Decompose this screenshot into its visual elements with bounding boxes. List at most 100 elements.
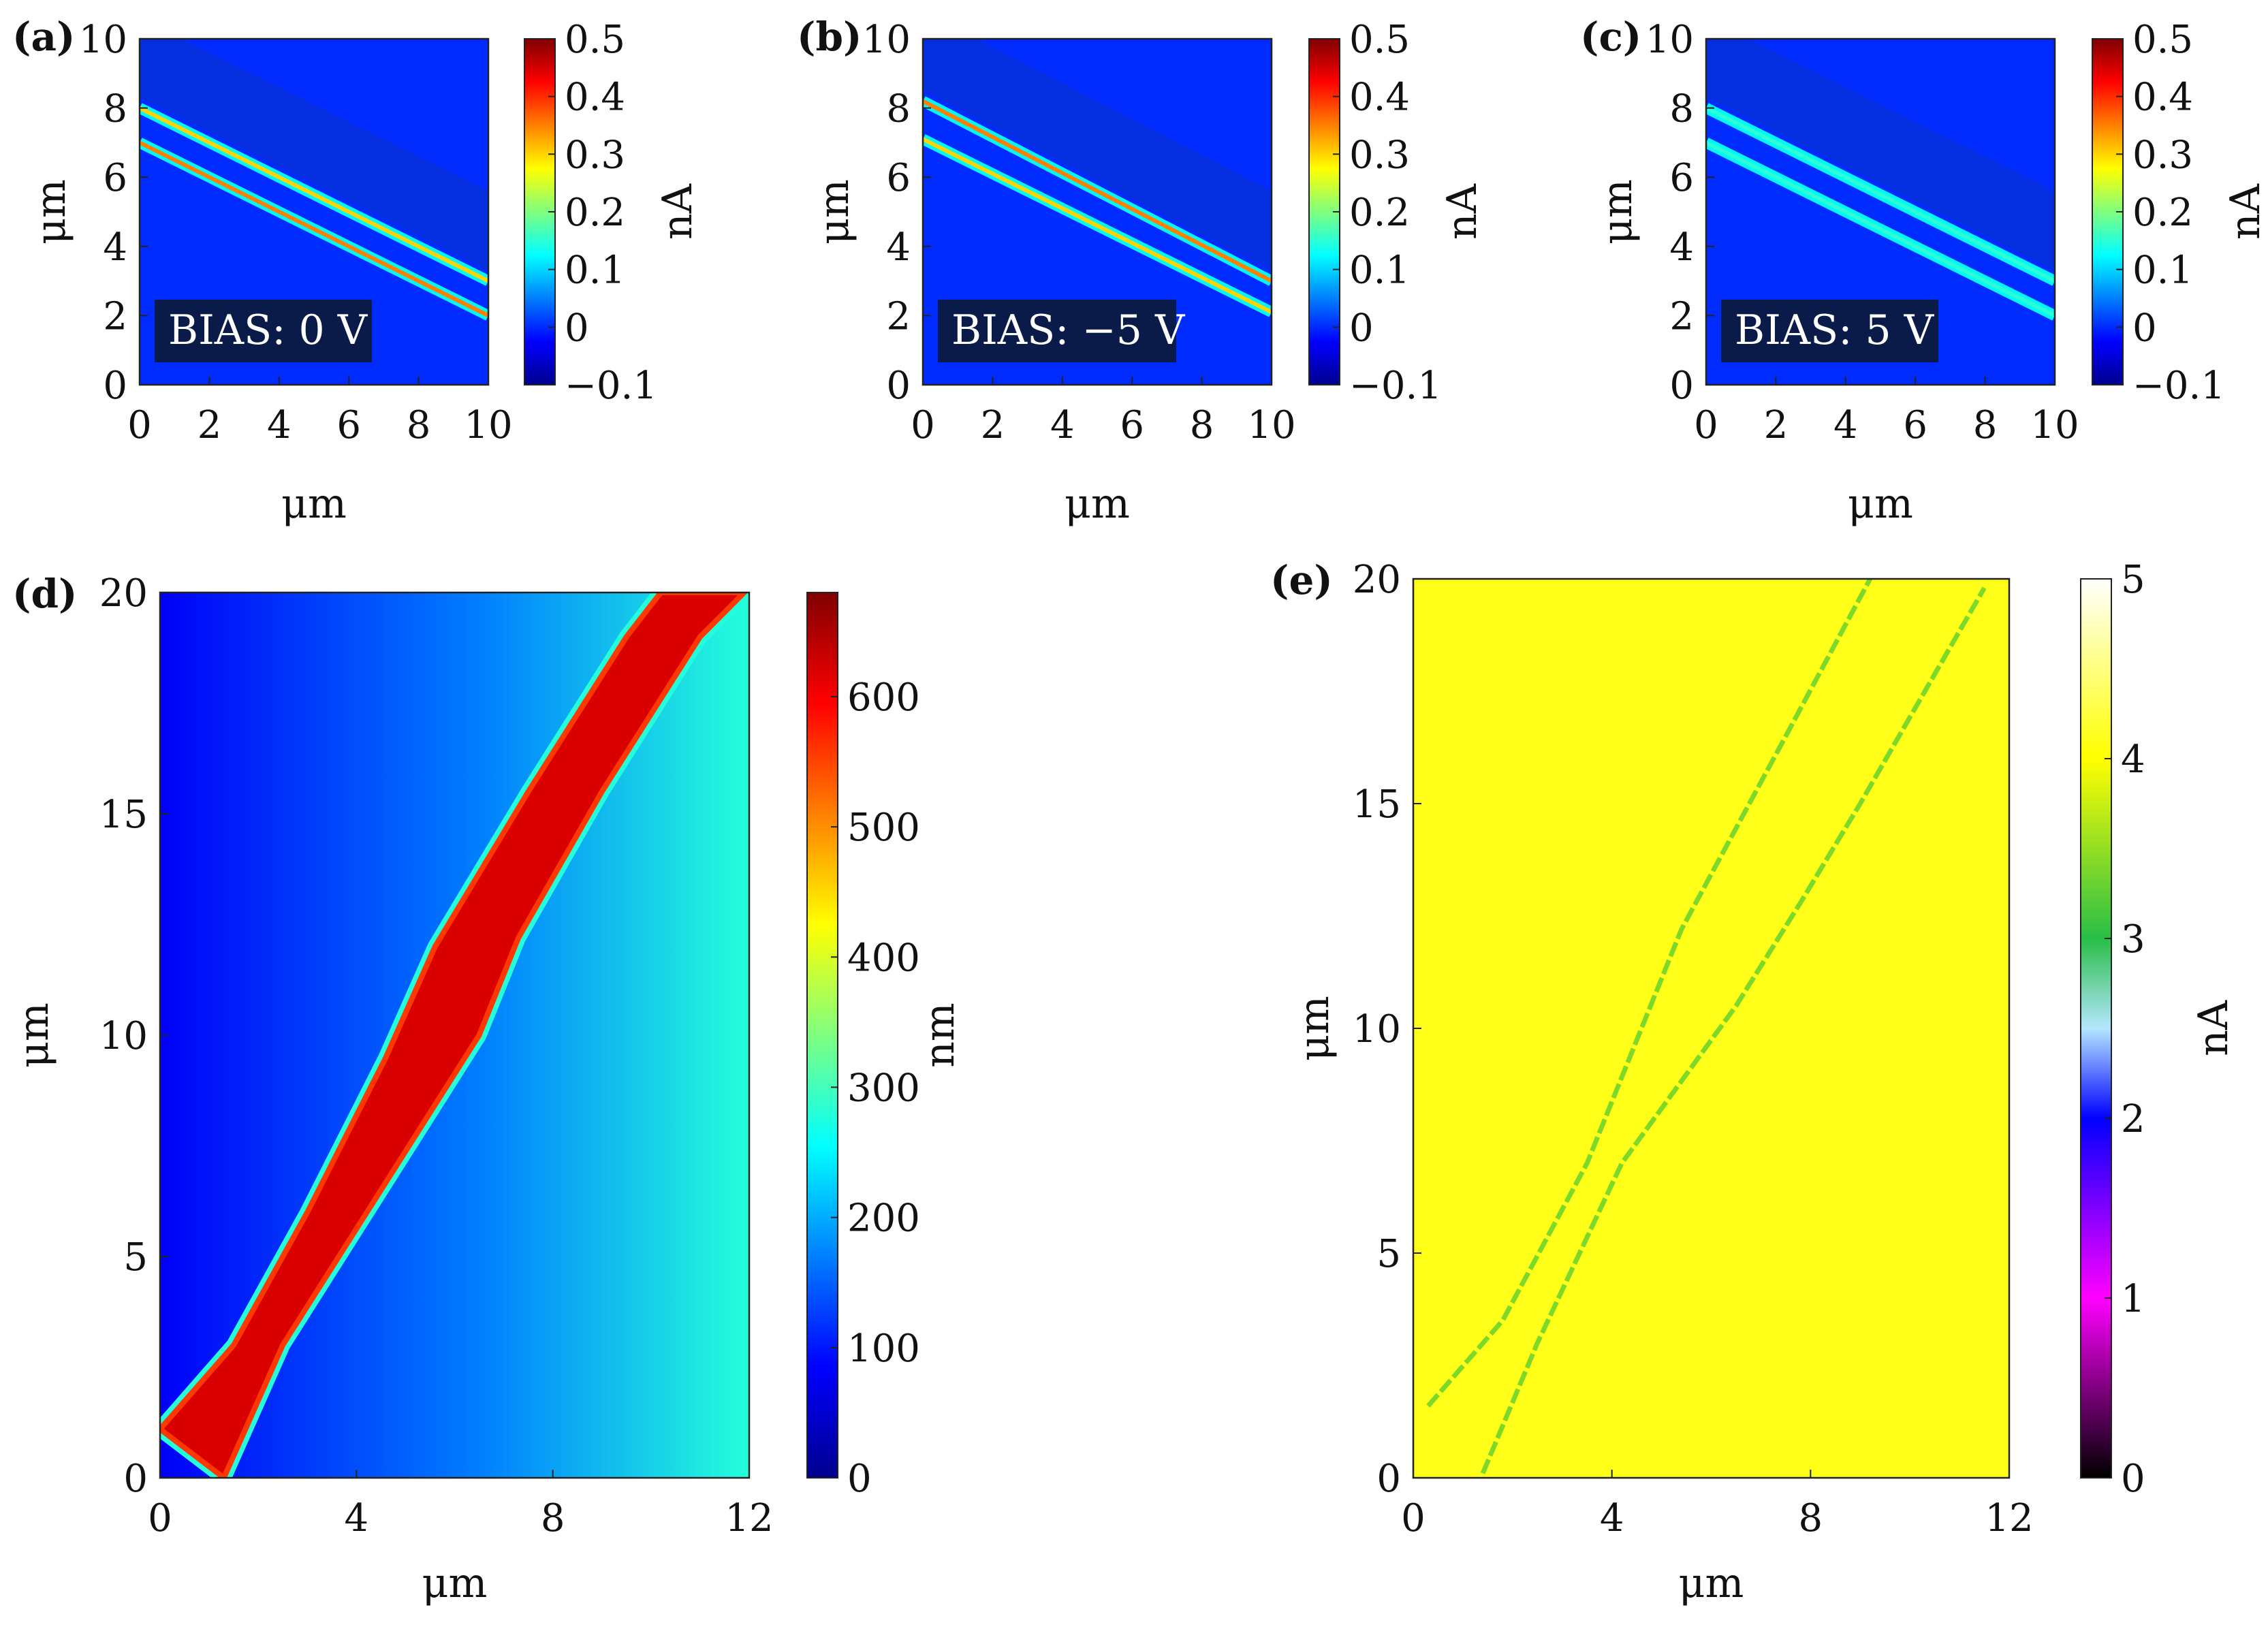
- y-tick-label: 2: [886, 294, 911, 338]
- y-tick-label: 6: [1669, 156, 1694, 200]
- colorbar-label: nA: [654, 183, 702, 240]
- panel-label: (b): [797, 14, 862, 60]
- y-tick-label: 5: [123, 1235, 148, 1280]
- panel-label: (e): [1270, 557, 1333, 603]
- panel-a: BIAS: 0 V0 2 4 6 8 100246810μmμm(a)−0.100.10.…: [12, 14, 702, 528]
- stripe-2: [140, 140, 488, 318]
- colorbar-tick-label: 200: [847, 1197, 920, 1241]
- substrate-region: [923, 39, 1272, 271]
- colorbar-tick-label: 0: [565, 306, 589, 350]
- colorbar: −0.1 0 0.1 0.2 0.3 0.4 0.5 nA: [524, 18, 702, 408]
- colorbar-tick-label: 0.5: [2132, 18, 2193, 62]
- plot-area: [1413, 579, 2009, 1478]
- colorbar-tick-label: −0.1: [565, 364, 657, 408]
- y-tick-label: 6: [103, 156, 127, 200]
- y-tick-label: 20: [99, 571, 148, 616]
- bias-label-box: [1721, 300, 1938, 362]
- heatmap-background: [1413, 579, 2009, 1478]
- bias-annotation: BIAS: 5 V: [1721, 300, 1938, 362]
- y-tick-label: 20: [1353, 558, 1401, 602]
- colorbar-tick-label: 0.5: [565, 18, 625, 62]
- y-tick-label: 0: [886, 364, 911, 408]
- colorbar-tick-label: 0.2: [1349, 191, 1410, 235]
- y-axis-label: μm: [27, 179, 75, 244]
- x-tick-label: 12: [725, 1496, 773, 1540]
- axes-frame: [1705, 37, 2056, 386]
- colorbar-tick-label: 100: [847, 1327, 920, 1371]
- colorbar-tick-label: 1: [2121, 1277, 2145, 1321]
- bias-annotation: BIAS: −5 V: [938, 300, 1186, 362]
- x-tick-label: 4: [1600, 1496, 1624, 1540]
- y-tick-label: 10: [862, 18, 911, 62]
- colorbar-tick-label: 0.4: [565, 76, 625, 120]
- stripe-2: [1706, 140, 2055, 318]
- panel-label: (c): [1580, 14, 1641, 60]
- x-axis-label: μm: [1065, 480, 1130, 528]
- panel-label: (d): [12, 571, 77, 617]
- x-axis-label: μm: [1679, 1560, 1744, 1607]
- x-tick-label: 8: [1799, 1496, 1823, 1540]
- bias-annotation: BIAS: 0 V: [155, 300, 372, 362]
- x-tick-label: 10: [2030, 403, 2079, 447]
- colorbar-tick-label: 0.3: [2132, 133, 2193, 177]
- x-tick-label: 0: [1401, 1496, 1426, 1540]
- x-tick-label: 6: [1903, 403, 1927, 447]
- colorbar-tick-label: 300: [847, 1066, 920, 1110]
- y-axis-label: μm: [1291, 996, 1338, 1061]
- y-axis-label: μm: [810, 179, 858, 244]
- bias-label-box: [938, 300, 1176, 362]
- colorbar-label: nA: [2190, 1000, 2237, 1056]
- conductive-edge-2: [1480, 586, 1987, 1474]
- y-tick-label: 4: [886, 225, 911, 270]
- x-tick-label: 4: [1050, 403, 1075, 447]
- panel-d: 0 4 8 12 0 5 10 15 20 μm μm (d) 0 100 200 300 400 500 600 n…: [10, 571, 964, 1607]
- x-axis-label: μm: [422, 1560, 488, 1607]
- y-tick-label: 15: [1353, 783, 1401, 827]
- x-tick-label: 4: [267, 403, 292, 447]
- bias-label: BIAS: 0 V: [168, 306, 368, 354]
- y-tick-label: 15: [99, 793, 148, 837]
- colorbar-tick-label: 4: [2121, 738, 2145, 782]
- y-tick-label: 8: [103, 87, 127, 131]
- colorbar-tick-label: 3: [2121, 917, 2145, 962]
- colorbar-tick-label: 0.4: [1349, 76, 1410, 120]
- colorbar-tick-label: 0.1: [2132, 249, 2193, 293]
- conductive-edge-1: [1426, 579, 1872, 1408]
- plot-area: [160, 592, 749, 1478]
- colorbar: −0.1 0 0.1 0.2 0.3 0.4 0.5 nA: [2092, 18, 2268, 408]
- colorbar-tick-label: 5: [2121, 558, 2145, 602]
- colorbar-gradient: [2080, 578, 2112, 1479]
- x-tick-label: 0: [148, 1496, 172, 1540]
- y-tick-label: 2: [103, 294, 127, 338]
- y-tick-label: 0: [1376, 1457, 1401, 1501]
- colorbar: 0 100 200 300 400 500 600 nm: [806, 592, 964, 1501]
- x-tick-label: 0: [911, 403, 935, 447]
- y-tick-label: 10: [1353, 1007, 1401, 1052]
- colorbar-tick-label: 600: [847, 676, 920, 720]
- bias-label: BIAS: 5 V: [1735, 306, 1935, 354]
- colorbar-gradient: [806, 592, 838, 1479]
- colorbar-tick-label: 400: [847, 936, 920, 980]
- x-tick-label: 12: [1985, 1496, 2033, 1540]
- colorbar-tick-label: 0: [1349, 306, 1374, 350]
- y-tick-label: 0: [103, 364, 127, 408]
- x-tick-label: 0: [1694, 403, 1718, 447]
- panel-label: (a): [12, 14, 75, 60]
- colorbar-tick-label: 0.3: [1349, 133, 1410, 177]
- stripe-1: [1706, 106, 2055, 283]
- colorbar-tick-label: 500: [847, 806, 920, 850]
- x-tick-label: 10: [1247, 403, 1295, 447]
- x-tick-label: 8: [1190, 403, 1214, 447]
- stripe-1: [140, 106, 488, 283]
- x-tick-label: 4: [345, 1496, 369, 1540]
- x-tick-label: 10: [464, 403, 512, 447]
- y-tick-label: 10: [1645, 18, 1694, 62]
- colorbar-tick-label: 0.5: [1349, 18, 1410, 62]
- colorbar-tick-label: 2: [2121, 1097, 2145, 1141]
- colorbar-label: nm: [916, 1002, 964, 1068]
- x-tick-label: 4: [1833, 403, 1858, 447]
- y-tick-label: 0: [123, 1457, 148, 1501]
- substrate-region: [1706, 39, 2055, 271]
